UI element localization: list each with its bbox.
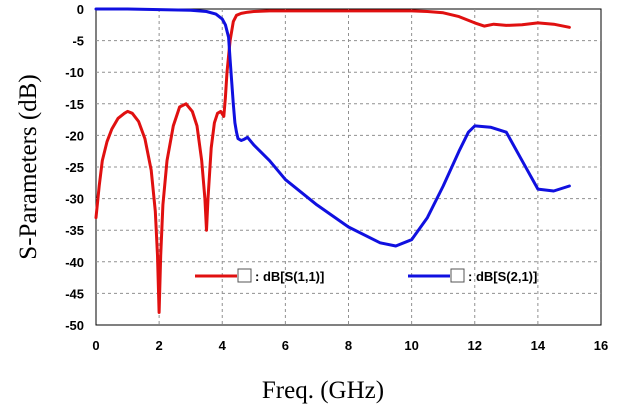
legend-label-s11: : dB[S(1,1)] [255, 269, 324, 284]
y-tick-label: -50 [65, 318, 84, 333]
x-tick-label: 12 [468, 338, 482, 353]
x-tick-label: 6 [282, 338, 289, 353]
legend-label-s21: : dB[S(2,1)] [468, 269, 537, 284]
legend-entry-s11: : dB[S(1,1)] [195, 268, 324, 284]
y-tick-label: 0 [77, 2, 84, 17]
x-tick-label: 10 [404, 338, 418, 353]
series-lines [94, 7, 571, 314]
x-tick-label: 0 [92, 338, 99, 353]
x-axis-label: Freq. (GHz) [262, 377, 384, 404]
x-tick-label: 8 [345, 338, 352, 353]
series-line-s11 [94, 9, 571, 314]
axis-ticks: 0 2 4 6 8 10 12 14 16 0 -5 -10 -15 -20 -25 -30 -35 -40 -45… [65, 2, 608, 353]
y-tick-label: -5 [72, 34, 84, 49]
y-axis-label: S-Parameters (dB) [15, 74, 42, 259]
y-tick-label: -10 [65, 65, 84, 80]
x-tick-label: 16 [594, 338, 608, 353]
legend: : dB[S(1,1)] : dB[S(2,1)] [195, 268, 537, 284]
y-tick-label: -40 [65, 255, 84, 270]
y-tick-label: -35 [65, 223, 84, 238]
y-tick-label: -30 [65, 192, 84, 207]
y-tick-label: -45 [65, 286, 84, 301]
series-line-s21 [94, 7, 571, 248]
x-tick-label: 4 [219, 338, 227, 353]
x-tick-label: 14 [531, 338, 546, 353]
grid-lines [96, 9, 601, 325]
x-tick-label: 2 [156, 338, 163, 353]
legend-checkbox-s21[interactable] [450, 268, 465, 283]
legend-entry-s21: : dB[S(2,1)] [408, 268, 537, 284]
y-tick-label: -15 [65, 97, 84, 112]
legend-checkbox-s11[interactable] [237, 268, 252, 283]
y-tick-label: -25 [65, 160, 84, 175]
y-tick-label: -20 [65, 128, 84, 143]
